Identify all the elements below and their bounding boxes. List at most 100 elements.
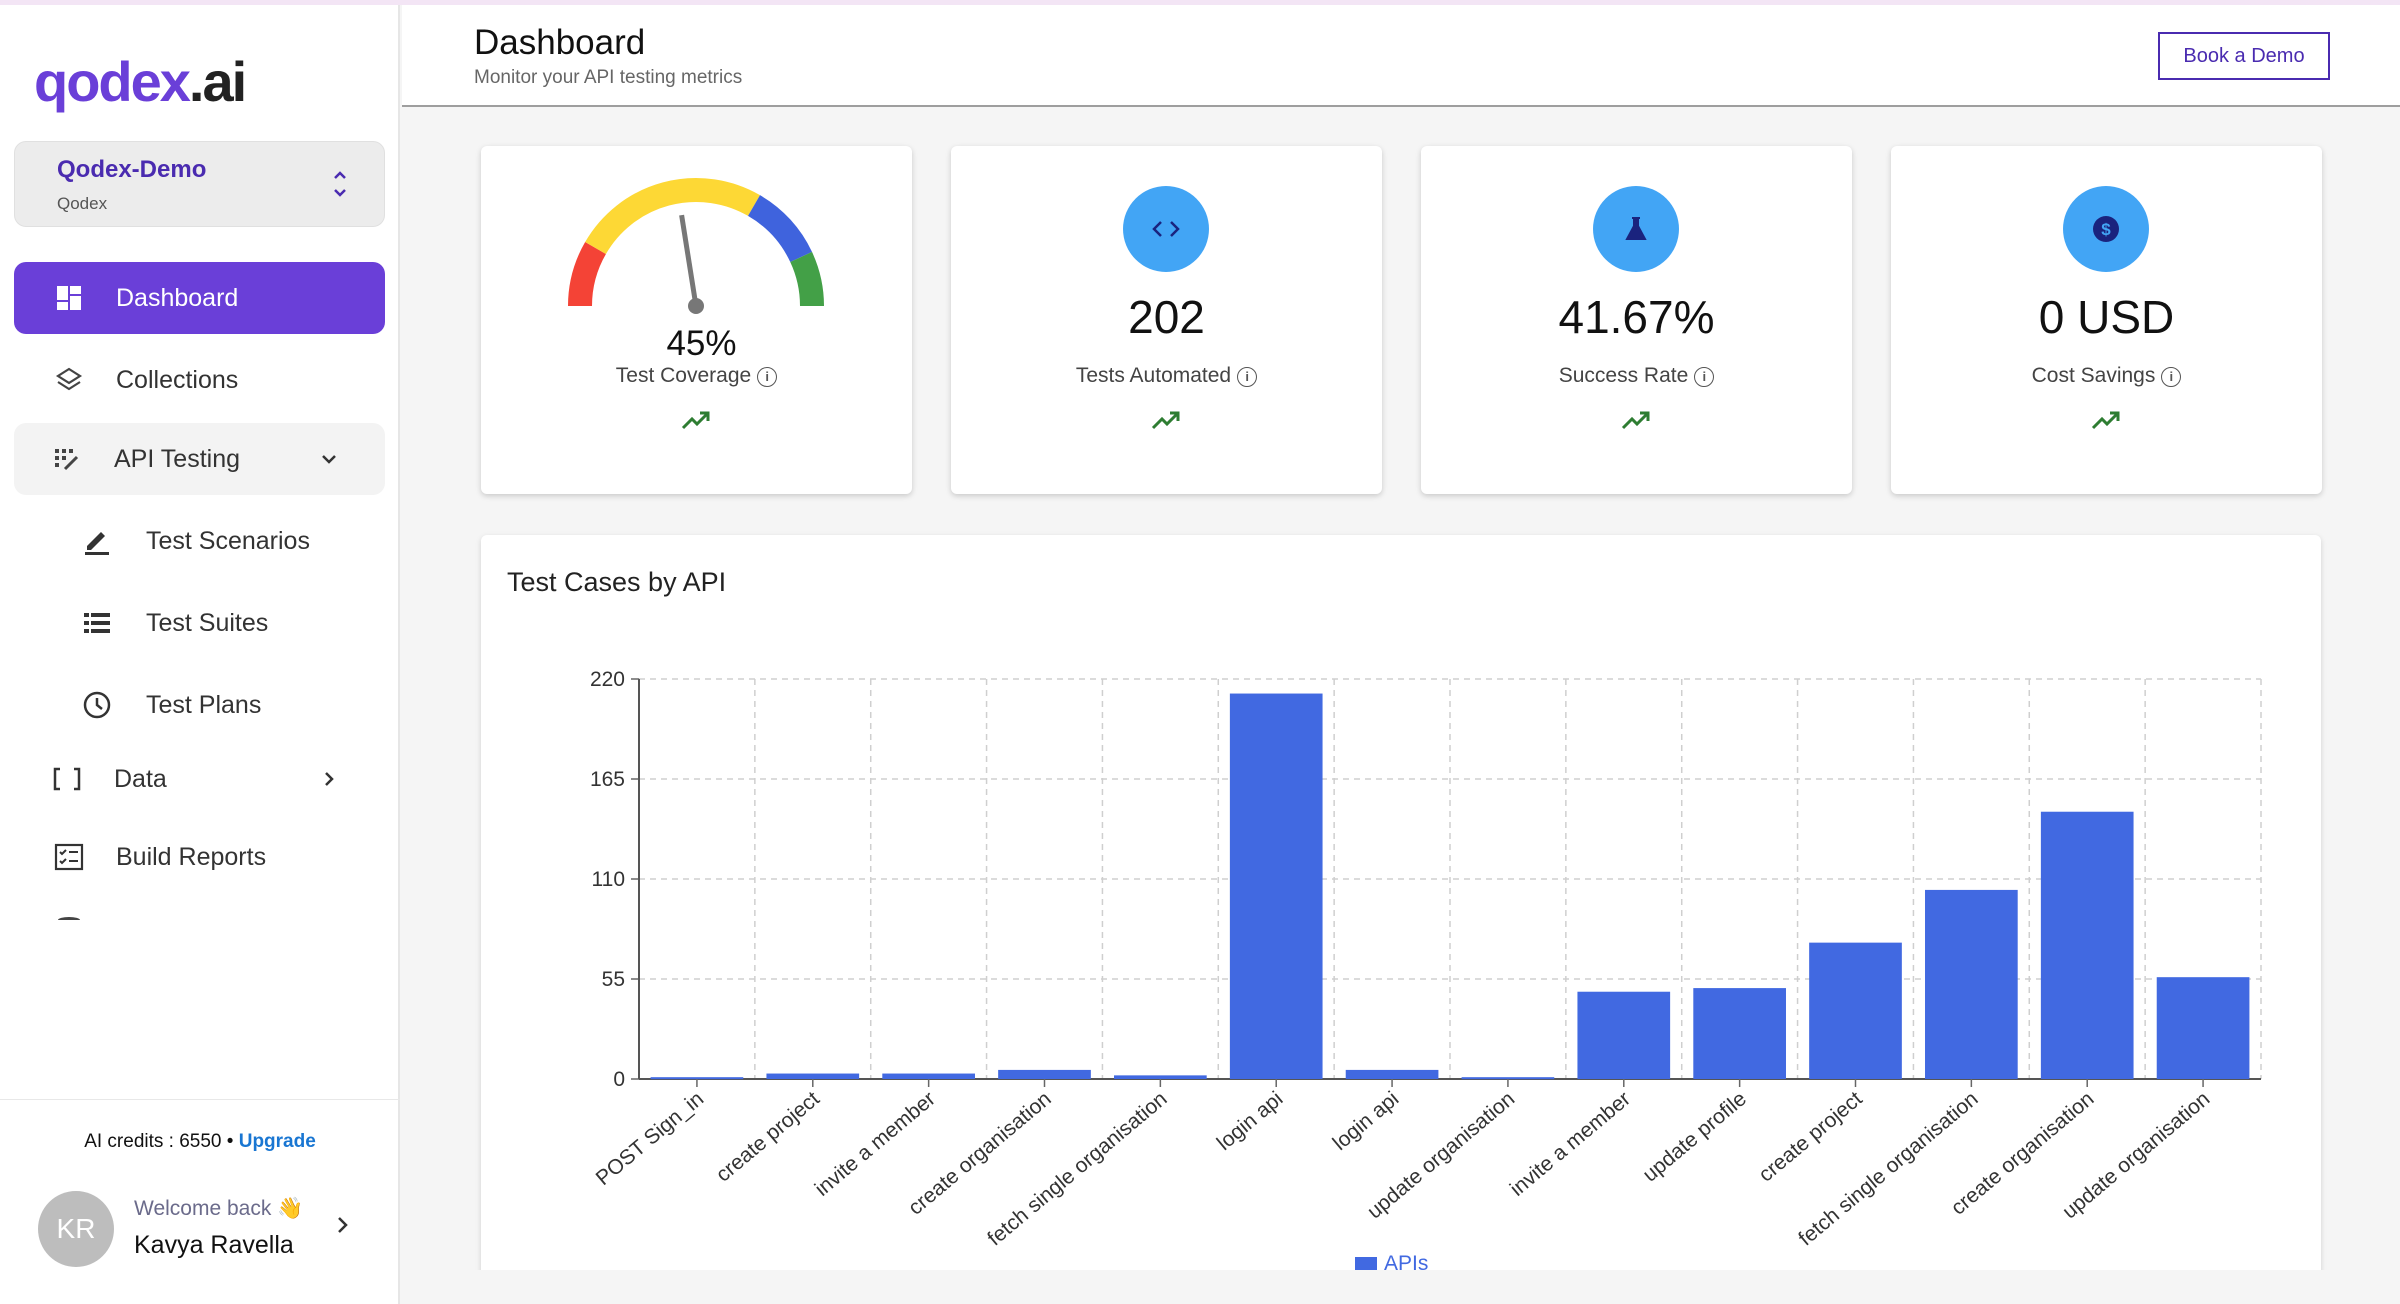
gauge-segment-red: [568, 242, 607, 307]
code-icon: [1123, 186, 1209, 272]
legend-swatch: [1355, 1257, 1377, 1271]
book-demo-button[interactable]: Book a Demo: [2158, 32, 2330, 80]
test-coverage-card: 45% Test Coverage i: [481, 146, 912, 494]
success-rate-card: 41.67% Success Rate i: [1421, 146, 1852, 494]
bar[interactable]: [650, 1077, 744, 1080]
upgrade-link[interactable]: Upgrade: [238, 1131, 316, 1152]
clock-icon: [82, 690, 112, 720]
coverage-label: Test Coverage i: [481, 364, 912, 388]
sidebar-item-build-reports[interactable]: Build Reports: [14, 821, 385, 893]
sidebar-item-test-plans[interactable]: Test Plans: [14, 669, 385, 741]
pencil-icon: [82, 526, 112, 556]
bar[interactable]: [882, 1073, 975, 1079]
cost-savings-value: 0 USD: [2038, 291, 2175, 343]
workspace-name: Qodex-Demo: [57, 156, 207, 183]
trending-up-icon: [1621, 411, 1650, 430]
x-tick-label: create project: [712, 1087, 824, 1187]
gauge-segment-green: [790, 251, 824, 307]
bar[interactable]: [2156, 977, 2250, 1079]
info-icon[interactable]: i: [1694, 367, 1715, 387]
sidebar-item-label: Collections: [116, 365, 239, 394]
page-title: Dashboard: [474, 23, 646, 62]
tests-automated-label: Tests Automated i: [951, 364, 1382, 388]
chart-title: Test Cases by API: [507, 567, 727, 597]
sidebar-item-label: Test Suites: [146, 608, 269, 637]
list-icon: [82, 608, 112, 638]
info-icon[interactable]: i: [1237, 367, 1258, 387]
success-rate-value: 41.67%: [1558, 291, 1715, 343]
partial-nav-icon: [58, 917, 80, 923]
bar[interactable]: [1345, 1069, 1439, 1079]
info-icon[interactable]: i: [757, 367, 778, 387]
chevron-down-icon: [322, 455, 336, 464]
bar[interactable]: [1693, 988, 1786, 1079]
logo-dot: .: [188, 50, 205, 113]
dashboard-icon: [54, 283, 84, 313]
bar[interactable]: [1114, 1075, 1207, 1079]
bar[interactable]: [1461, 1077, 1555, 1080]
bar[interactable]: [766, 1073, 860, 1079]
qodex-logo[interactable]: qodex.ai: [34, 49, 247, 114]
sidebar-divider: [0, 1099, 400, 1100]
tests-automated-value: 202: [1128, 291, 1205, 343]
workspace-org: Qodex: [57, 194, 108, 213]
logo-text: qodex: [34, 50, 191, 113]
brackets-icon: [52, 764, 82, 794]
cost-savings-label-text: Cost Savings: [2031, 364, 2156, 387]
sidebar-item-collections[interactable]: Collections: [14, 344, 385, 416]
x-tick-label: create project: [1754, 1087, 1866, 1187]
unfold-icon: [334, 171, 346, 197]
tests-automated-card: 202 Tests Automated i: [951, 146, 1382, 494]
logo-ai: ai: [202, 50, 247, 113]
page-subtitle: Monitor your API testing metrics: [474, 67, 743, 88]
trending-up-icon: [2091, 411, 2120, 430]
sidebar-item-label: Test Scenarios: [146, 526, 310, 555]
sidebar-item-label: Build Reports: [116, 842, 267, 871]
chevron-right-icon[interactable]: [334, 1213, 352, 1237]
gauge-segment-yellow: [585, 178, 760, 255]
sidebar-item-dashboard[interactable]: Dashboard: [14, 262, 385, 334]
page-bottom: [402, 1270, 2400, 1304]
bar[interactable]: [1925, 889, 2018, 1079]
user-name: Kavya Ravella: [134, 1231, 294, 1259]
page-header: Dashboard Monitor your API testing metri…: [402, 5, 2400, 107]
flask-icon: [1593, 186, 1679, 272]
sidebar-item-label: Data: [114, 764, 167, 793]
sidebar-item-test-suites[interactable]: Test Suites: [14, 587, 385, 659]
cost-savings-label: Cost Savings i: [1891, 364, 2322, 388]
legend-label[interactable]: APIs: [1384, 1252, 1428, 1275]
info-icon[interactable]: i: [2161, 367, 2182, 387]
ai-credits: AI credits : 6550 • Upgrade: [0, 1131, 400, 1153]
sidebar-item-label: Test Plans: [146, 690, 262, 719]
sidebar-item-data[interactable]: Data: [14, 743, 385, 815]
workspace-switcher[interactable]: Qodex-Demo Qodex: [14, 141, 385, 227]
bar[interactable]: [2040, 811, 2134, 1079]
sidebar-item-label: API Testing: [114, 444, 241, 473]
sidebar-item-test-scenarios[interactable]: Test Scenarios: [14, 505, 385, 577]
api-testing-icon: [52, 444, 82, 474]
y-tick-label: 55: [602, 968, 625, 991]
welcome-text: Welcome back 👋: [134, 1197, 304, 1220]
bar[interactable]: [1809, 942, 1902, 1079]
chevron-right-icon: [325, 772, 334, 786]
bar[interactable]: [1577, 991, 1671, 1079]
y-tick-label: 165: [590, 768, 625, 791]
x-tick-label: login api: [1329, 1087, 1404, 1155]
sidebar-item-api-testing[interactable]: API Testing: [14, 423, 385, 495]
gauge-needle: [679, 214, 699, 307]
test-cases-chart-card: Test Cases by API 0 55 110 165 220 POST Sign_…: [481, 535, 2321, 1304]
sidebar: qodex.ai Qodex-Demo Qodex Dashboard Coll…: [0, 5, 400, 1304]
bar[interactable]: [1229, 693, 1323, 1079]
success-rate-label-text: Success Rate: [1558, 364, 1689, 387]
success-rate-label: Success Rate i: [1421, 364, 1852, 388]
x-tick-label: POST Sign_in: [592, 1087, 708, 1190]
avatar[interactable]: KR: [38, 1191, 114, 1267]
sidebar-item-label: Dashboard: [116, 283, 239, 312]
svg-text:$: $: [2101, 220, 2111, 239]
top-accent-line: [0, 0, 2400, 5]
coverage-value: 45%: [666, 324, 737, 363]
cost-savings-card: $ 0 USD Cost Savings i: [1891, 146, 2322, 494]
bar[interactable]: [998, 1069, 1091, 1079]
y-tick-label: 220: [590, 668, 625, 691]
gauge-segment-blue: [747, 195, 813, 263]
